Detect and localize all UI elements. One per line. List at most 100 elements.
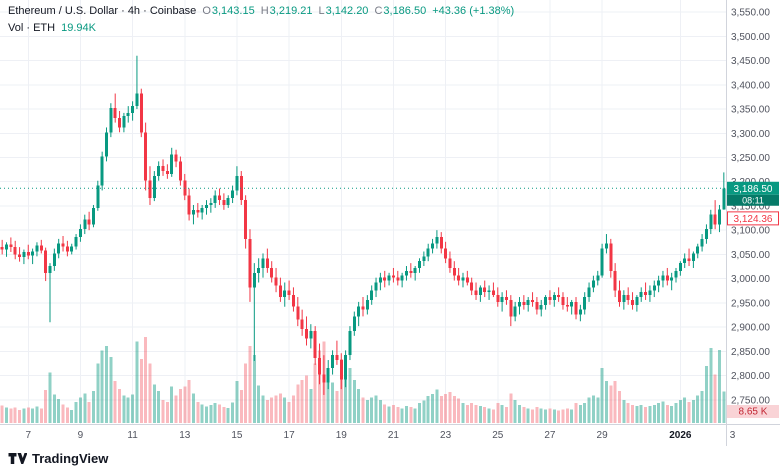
candle-body bbox=[635, 297, 639, 305]
volume-bar bbox=[135, 341, 139, 423]
volume-bar bbox=[283, 397, 287, 423]
candle-body bbox=[683, 258, 687, 264]
volume-bar bbox=[191, 393, 195, 423]
volume-bar bbox=[178, 388, 182, 423]
candle-body bbox=[257, 267, 261, 273]
volume-bar bbox=[161, 399, 165, 423]
volume-bar bbox=[700, 391, 704, 423]
ohlc-open-value: 3,143.15 bbox=[211, 5, 255, 17]
volume-bar bbox=[561, 409, 565, 423]
candle-body bbox=[261, 258, 265, 268]
candle-body bbox=[548, 297, 552, 300]
volume-bar bbox=[431, 394, 435, 423]
candle-body bbox=[18, 254, 22, 257]
volume-bar bbox=[131, 394, 135, 423]
volume-bar bbox=[378, 399, 382, 423]
volume-bar bbox=[213, 402, 217, 423]
candle-body bbox=[513, 306, 517, 317]
volume-bar bbox=[461, 402, 465, 423]
volume-label[interactable]: Vol · ETH bbox=[8, 22, 56, 34]
candle-body bbox=[100, 156, 104, 186]
volume-bar bbox=[548, 408, 552, 423]
chart-canvas[interactable]: 3,550.00 3,500.00 3,450.00 3,400.00 3,350.00… bbox=[0, 0, 780, 446]
volume-bar bbox=[574, 402, 578, 423]
candle-body bbox=[139, 93, 143, 133]
time-axis[interactable]: 7 9 11 13 15 17 19 21 23 25 27 29 2026 3 bbox=[0, 424, 780, 442]
candle-body bbox=[300, 319, 304, 330]
volume-bar bbox=[722, 391, 726, 423]
tradingview-logo[interactable]: TradingView bbox=[8, 451, 108, 466]
chart-footer: TradingView bbox=[0, 446, 780, 470]
candle-body bbox=[13, 247, 17, 255]
candle-body bbox=[587, 287, 591, 298]
volume-bar bbox=[78, 397, 82, 423]
axis-label: 3,550.00 bbox=[731, 8, 770, 19]
volume-bar bbox=[357, 388, 361, 423]
volume-bar bbox=[691, 399, 695, 423]
volume-bar bbox=[157, 391, 161, 423]
volume-bar bbox=[22, 408, 26, 423]
axis-label: 23 bbox=[440, 430, 452, 441]
candle-body bbox=[483, 287, 487, 293]
axis-label: 8.65 K bbox=[739, 407, 768, 418]
symbol-title[interactable]: Ethereum / U.S. Dollar · 4h · Coinbase bbox=[8, 5, 197, 17]
volume-bar bbox=[105, 346, 109, 423]
volume-bar bbox=[26, 407, 30, 423]
candle-body bbox=[78, 229, 82, 237]
volume-bar bbox=[661, 401, 665, 423]
candle-body bbox=[604, 243, 608, 249]
volume-value: 19.94K bbox=[61, 22, 96, 34]
candle-body bbox=[600, 248, 604, 276]
candle-body bbox=[322, 374, 326, 383]
last-price-badge-bg bbox=[727, 181, 779, 195]
volume-bar bbox=[248, 346, 252, 423]
candle-body bbox=[291, 295, 295, 307]
candle-body bbox=[304, 329, 308, 339]
volume-badge-bg bbox=[727, 405, 779, 418]
volume-bar bbox=[596, 397, 600, 423]
volume-bar bbox=[665, 405, 669, 423]
candle-body bbox=[131, 106, 135, 113]
volume-bar bbox=[409, 407, 413, 423]
volume-bar bbox=[565, 408, 569, 423]
candle-body bbox=[722, 188, 726, 210]
volume-bar bbox=[518, 405, 522, 423]
volume-bar bbox=[352, 380, 356, 423]
volume-bar bbox=[374, 395, 378, 423]
axis-label: 3 bbox=[730, 430, 736, 441]
ohlc-high-value: 3,219.21 bbox=[269, 5, 313, 17]
candle-body bbox=[74, 236, 78, 247]
volume-bar bbox=[48, 372, 52, 423]
candle-body bbox=[396, 277, 400, 281]
volume-bar bbox=[174, 395, 178, 423]
candle-body bbox=[644, 292, 648, 296]
axis-label: 3,100.00 bbox=[731, 226, 770, 237]
axis-label: 3,150.00 bbox=[731, 201, 770, 212]
candle-body bbox=[270, 267, 274, 278]
volume-bar bbox=[65, 407, 69, 423]
volume-bar bbox=[52, 394, 56, 423]
candle-body bbox=[622, 295, 626, 302]
volume-bar bbox=[644, 407, 648, 423]
candle-body bbox=[539, 304, 543, 310]
volume-bar bbox=[444, 394, 448, 423]
volume-bar bbox=[200, 404, 204, 423]
axis-label: 27 bbox=[544, 430, 556, 441]
countdown-badge-bg bbox=[727, 194, 779, 206]
candle-body bbox=[39, 245, 43, 251]
candle-body bbox=[626, 295, 630, 300]
volume-bar bbox=[387, 406, 391, 423]
volume-bar bbox=[83, 393, 87, 423]
volume-bar bbox=[391, 405, 395, 423]
candle-body bbox=[157, 166, 161, 176]
candle-body bbox=[535, 301, 539, 310]
candle-body bbox=[570, 301, 574, 307]
axis-label: 7 bbox=[25, 430, 31, 441]
candle-body bbox=[678, 263, 682, 271]
candle-body bbox=[31, 251, 35, 256]
volume-bar bbox=[539, 408, 543, 423]
candle-body bbox=[248, 238, 252, 288]
volume-bar bbox=[513, 399, 517, 423]
volume-bar bbox=[126, 397, 130, 423]
candle-body bbox=[370, 290, 374, 300]
